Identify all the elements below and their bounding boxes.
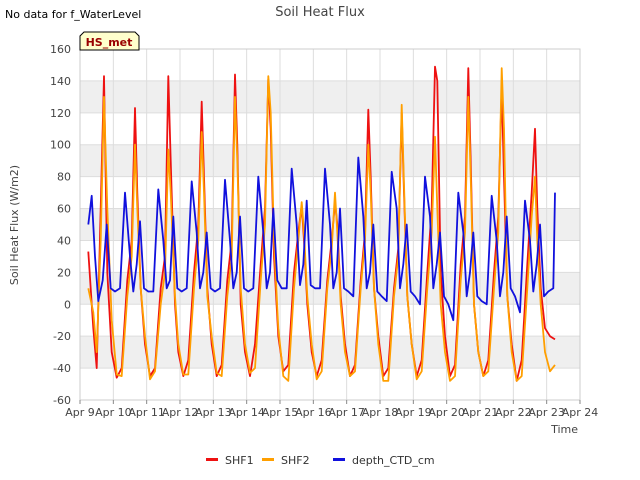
background-band <box>80 144 580 177</box>
y-tick-label: 100 <box>50 139 71 152</box>
series-line-shf2 <box>87 67 556 382</box>
site-badge: HS_met <box>79 31 140 51</box>
background-band <box>80 272 580 305</box>
x-tick-label: Apr 13 <box>195 406 232 419</box>
y-tick-label: -40 <box>53 362 71 375</box>
x-tick-label: Apr 9 <box>65 406 95 419</box>
x-tick-label: Apr 22 <box>495 406 532 419</box>
y-tick-label: 20 <box>57 266 71 279</box>
x-tick-label: Apr 18 <box>362 406 399 419</box>
legend: SHF1 SHF2 depth_CTD_cm <box>206 454 435 467</box>
chart-title: Soil Heat Flux <box>275 5 365 20</box>
x-tick-label: Apr 16 <box>295 406 332 419</box>
site-badge-shape <box>79 31 140 51</box>
x-tick-label: Apr 21 <box>462 406 499 419</box>
y-tick-label: 80 <box>57 171 71 184</box>
x-tick-label: Apr 11 <box>128 406 165 419</box>
y-axis-label: Soil Heat Flux (W/m2) <box>8 165 21 285</box>
series-lines <box>87 65 556 382</box>
y-tick-label: -60 <box>53 394 71 407</box>
y-tick-label: 60 <box>57 203 71 216</box>
legend-swatch-shf1 <box>206 458 218 461</box>
no-data-note: No data for f_WaterLevel <box>5 8 141 21</box>
background-band <box>80 336 580 369</box>
background-band <box>80 80 580 113</box>
legend-label-depth-ctd-cm: depth_CTD_cm <box>352 454 435 467</box>
x-tick-label: Apr 15 <box>262 406 299 419</box>
y-axis-ticks: -60 -40 -20 0 20 40 60 80 100 120 140 160 <box>50 43 71 407</box>
x-tick-label: Apr 24 <box>562 406 599 419</box>
legend-swatch-shf2 <box>262 458 274 461</box>
y-tick-label: 140 <box>50 75 71 88</box>
site-badge-label: HS_met <box>86 36 133 49</box>
y-tick-label: -20 <box>53 330 71 343</box>
x-tick-label: Apr 23 <box>528 406 565 419</box>
legend-label-shf1: SHF1 <box>225 454 254 467</box>
x-tick-label: Apr 19 <box>395 406 432 419</box>
x-tick-label: Apr 17 <box>328 406 365 419</box>
x-tick-label: Apr 20 <box>428 406 465 419</box>
x-tick-label: Apr 14 <box>228 406 265 419</box>
y-tick-label: 160 <box>50 43 71 56</box>
plot-area-frame <box>79 48 581 401</box>
x-tick-label: Apr 12 <box>162 406 199 419</box>
y-tick-label: 0 <box>64 298 71 311</box>
y-tick-label: 40 <box>57 234 71 247</box>
x-axis-label: Time <box>550 423 578 436</box>
series-line-depth-ctd-cm <box>87 156 556 322</box>
x-tick-label: Apr 10 <box>95 406 132 419</box>
y-tick-label: 120 <box>50 107 71 120</box>
plot-background-bands <box>80 80 580 369</box>
legend-swatch-depth-ctd-cm <box>333 458 345 461</box>
legend-label-shf2: SHF2 <box>281 454 310 467</box>
